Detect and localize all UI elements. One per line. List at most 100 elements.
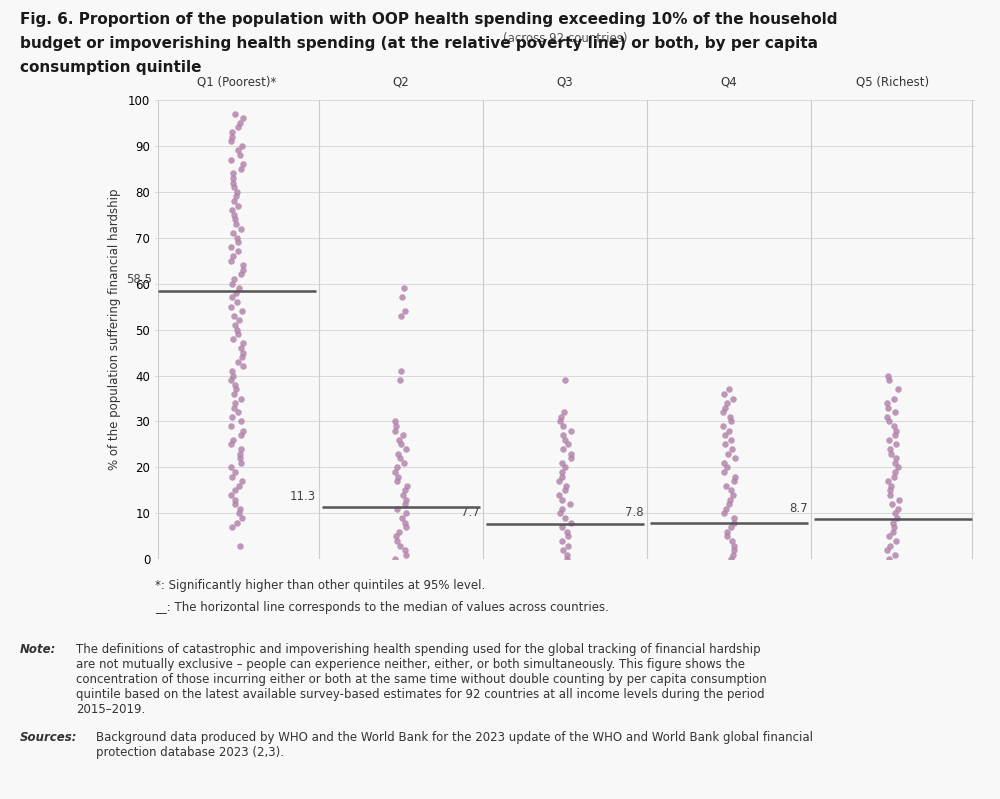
Point [223,135,239,148]
Point [233,429,249,442]
Point [393,364,409,377]
Point [227,484,243,497]
Point [233,222,249,235]
Point [235,424,251,437]
Point [228,286,244,299]
Point [228,383,244,396]
Point [233,162,249,175]
Point [229,232,245,244]
Text: 58.5: 58.5 [126,273,152,286]
Point [223,240,239,253]
Text: 8.7: 8.7 [789,502,808,515]
Point [559,548,575,561]
Point [232,149,248,161]
Point [231,479,247,492]
Point [723,484,739,497]
Point [225,227,241,240]
Point [562,498,578,511]
Point [392,451,408,464]
Text: Q4: Q4 [721,75,737,89]
Point [721,498,737,511]
Point [887,456,903,469]
Point [881,433,897,446]
Point [388,419,404,432]
Point [392,374,408,387]
Point [721,383,737,396]
Point [227,378,243,391]
Point [891,493,907,506]
Point [228,190,244,203]
Point [560,438,576,451]
Text: Q1 (Poorest)*: Q1 (Poorest)* [197,75,277,89]
Point [228,217,244,230]
Point [390,447,406,460]
Point [398,443,414,455]
Point [726,516,742,529]
Point [396,456,412,469]
Point [723,415,739,428]
Point [888,438,904,451]
Point [879,543,895,556]
Point [231,507,247,520]
Text: *: Significantly higher than other quintiles at 95% level.: *: Significantly higher than other quint… [155,579,485,592]
Point [879,397,895,409]
Point [232,503,248,515]
Point [717,429,733,442]
Text: Q2: Q2 [393,75,409,89]
Point [234,351,250,364]
Point [225,433,241,446]
Point [392,539,408,552]
Point [719,397,735,409]
Point [884,498,900,511]
Point [224,364,240,377]
Point [235,157,251,170]
Point [225,369,241,382]
Point [882,488,898,502]
Point [229,323,245,336]
Point [716,388,732,400]
Text: Q5 (Richest): Q5 (Richest) [856,75,930,89]
Point [563,516,579,529]
Point [234,304,250,317]
Point [721,424,737,437]
Text: Sources:: Sources: [20,731,78,744]
Point [234,139,250,152]
Point [223,153,239,166]
Point [888,451,904,464]
Point [715,419,731,432]
Point [230,328,246,340]
Point [224,411,240,423]
Text: Fig. 6. Proportion of the population with OOP health spending exceeding 10% of t: Fig. 6. Proportion of the population wit… [20,12,838,27]
Point [551,488,567,502]
Point [720,447,736,460]
Point [716,507,732,520]
Point [886,419,902,432]
Point [233,456,249,469]
Text: The definitions of catastrophic and impoverishing health spending used for the g: The definitions of catastrophic and impo… [76,643,767,716]
Point [232,539,248,552]
Point [557,484,573,497]
Point [551,475,567,487]
Point [398,548,414,561]
Point [232,451,248,464]
Point [557,374,573,387]
Point [224,470,240,483]
Point [224,204,240,217]
Point [235,264,251,276]
Point [233,415,249,428]
Point [885,516,901,529]
Point [226,388,242,400]
Point [233,443,249,455]
Point [727,470,743,483]
Point [563,447,579,460]
Point [719,461,735,474]
Point [885,526,901,539]
Text: 11.3: 11.3 [290,490,316,503]
Point [397,498,413,511]
Point [234,511,250,524]
Text: Note:: Note: [20,643,56,656]
Point [227,498,243,511]
Point [230,199,246,212]
Point [224,125,240,138]
Point [395,488,411,502]
